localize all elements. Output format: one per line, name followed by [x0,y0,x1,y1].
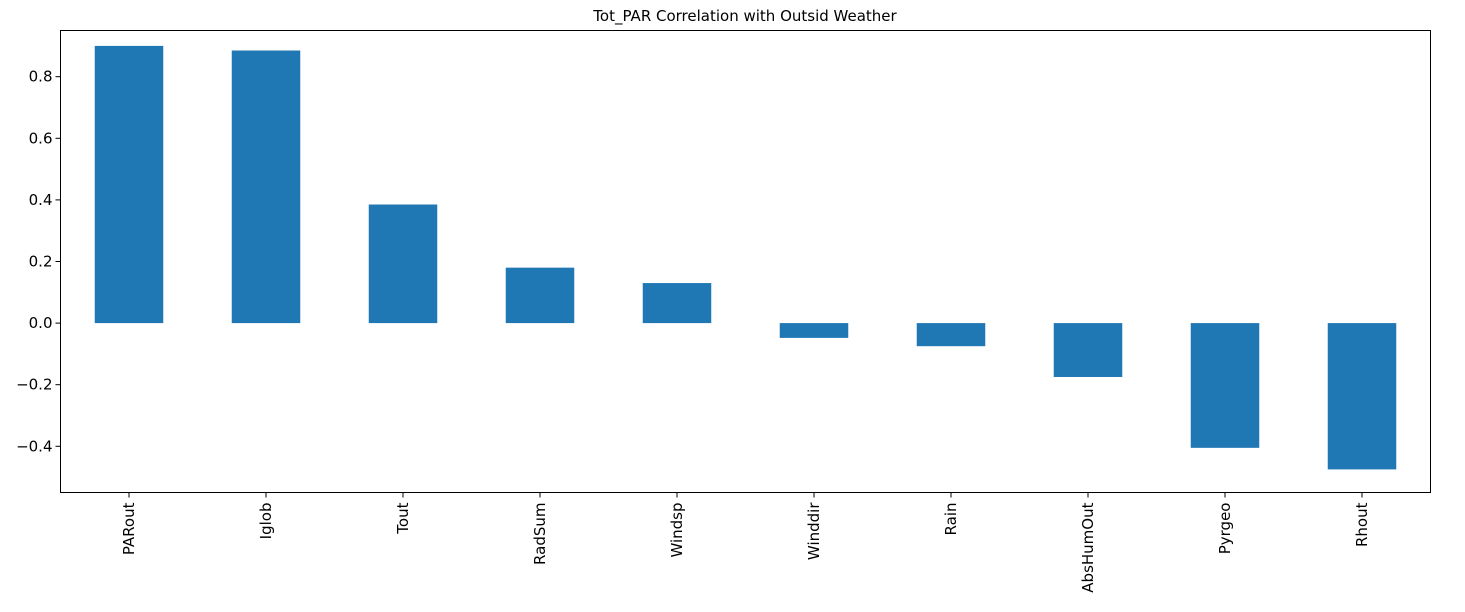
y-tick-label: −0.2 [16,376,52,394]
x-tick-label: Rhout [1353,502,1371,547]
y-axis-ticks: −0.4 −0.2 0.0 0.2 0.4 0.6 0.8 [16,68,61,455]
bar-rain [916,323,986,347]
x-axis-ticks: PARout Iglob Tout RadSum Windsp Winddir Rain Ab… [120,492,1371,593]
bar-winddir [779,323,849,338]
bar-pyrgeo [1190,323,1260,448]
y-tick-label: 0.4 [29,191,53,209]
bar-abshumout [1053,323,1123,377]
y-tick-label: 0.6 [29,129,53,147]
x-tick-label: PARout [120,502,138,555]
y-tick-label: 0.0 [29,314,53,332]
x-tick-label: RadSum [531,503,549,565]
y-tick-label: 0.2 [29,253,53,271]
x-tick-label: Tout [394,502,412,534]
chart-title: Tot_PAR Correlation with Outsid Weather [592,7,897,26]
bar-parout [94,45,164,324]
x-tick-label: Winddir [805,502,823,560]
bars-group [94,45,1397,470]
bar-rhout [1327,323,1397,470]
x-tick-label: AbsHumOut [1079,502,1097,592]
bar-iglob [231,50,301,324]
bar-radsum [505,267,575,324]
x-tick-label: Iglob [257,503,275,540]
x-tick-label: Windsp [668,503,686,558]
x-tick-label: Pyrgeo [1216,503,1234,555]
y-tick-label: −0.4 [16,437,52,455]
y-tick-label: 0.8 [29,68,53,86]
x-tick-label: Rain [942,503,960,536]
bar-windsp [642,283,712,324]
plot-frame [60,30,1431,493]
bar-tout [368,204,438,324]
